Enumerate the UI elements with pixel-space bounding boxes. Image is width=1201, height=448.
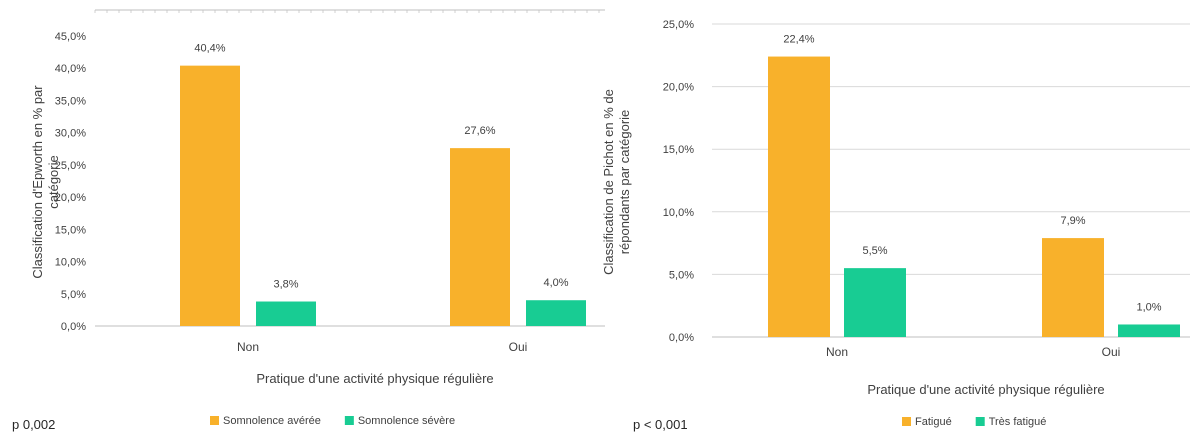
- chart-1-bar: [180, 65, 240, 327]
- chart-2-bar: [844, 268, 906, 337]
- chart-2-legend-label: Fatigué: [915, 416, 952, 428]
- chart-2-legend-swatch: [902, 417, 911, 426]
- chart-2-data-label: 7,9%: [1060, 215, 1085, 227]
- chart-1-legend-label: Somnolence avérée: [223, 415, 321, 427]
- chart-1-y-tick-label: 0,0%: [61, 321, 86, 333]
- chart-1-y-tick-label: 10,0%: [55, 257, 86, 269]
- chart-2-y-axis-title: Classification de Pichot en % de: [601, 89, 616, 275]
- chart-1-data-label: 3,8%: [273, 279, 298, 291]
- chart-1-y-tick-label: 5,0%: [61, 289, 86, 301]
- chart-2-y-tick-label: 10,0%: [663, 207, 694, 219]
- chart-2-y-tick-label: 20,0%: [663, 82, 694, 94]
- chart-2-y-axis-title: répondants par catégorie: [617, 110, 632, 255]
- chart-1-y-tick-label: 30,0%: [55, 128, 86, 140]
- chart-2-category-label: Oui: [1102, 345, 1121, 359]
- chart-2-bar: [768, 56, 830, 337]
- chart-1-legend-swatch: [210, 416, 219, 425]
- chart-2-legend-swatch: [975, 417, 985, 426]
- chart-1-y-tick-label: 25,0%: [55, 160, 86, 172]
- chart-1-bar: [450, 148, 510, 326]
- chart-1-y-tick-label: 45,0%: [55, 31, 86, 43]
- chart-1-data-label: 4,0%: [543, 277, 568, 289]
- chart-2-x-axis-title: Pratique d'une activité physique réguliè…: [867, 382, 1104, 397]
- chart-1-bar: [256, 301, 316, 326]
- chart-2-y-tick-label: 5,0%: [669, 269, 694, 281]
- chart-1-x-axis-title: Pratique d'une activité physique réguliè…: [256, 371, 493, 386]
- chart-1-y-axis-title: Classification d'Epworth en % par: [30, 85, 45, 279]
- chart-2-category-label: Non: [826, 345, 848, 359]
- chart-1-data-label: 27,6%: [464, 125, 495, 137]
- chart-1-y-tick-label: 35,0%: [55, 95, 86, 107]
- chart-2-data-label: 5,5%: [862, 245, 887, 257]
- chart-2-data-label: 1,0%: [1136, 301, 1161, 313]
- chart-1-y-tick-label: 15,0%: [55, 224, 86, 236]
- chart-1-category-label: Oui: [509, 340, 528, 354]
- chart-1-legend-label: Somnolence sévère: [358, 415, 455, 427]
- chart-1-category-label: Non: [237, 340, 259, 354]
- chart-1-bar: [526, 300, 586, 326]
- chart-1-y-tick-label: 40,0%: [55, 63, 86, 75]
- chart-2-p-value: p < 0,001: [633, 417, 688, 432]
- chart-1-legend-swatch: [344, 416, 354, 425]
- chart-1-y-tick-label: 20,0%: [55, 192, 86, 204]
- chart-1-y-axis-title: catégorie: [46, 155, 61, 208]
- chart-1-data-label: 40,4%: [194, 43, 225, 55]
- chart-2-data-label: 22,4%: [783, 34, 814, 46]
- chart-2-legend-label: Très fatigué: [989, 416, 1047, 428]
- chart-2-bar: [1042, 238, 1104, 337]
- chart-2-bar: [1118, 324, 1180, 337]
- chart-2-y-tick-label: 25,0%: [663, 19, 694, 31]
- chart-1-p-value: p 0,002: [12, 417, 55, 432]
- chart-2-y-tick-label: 0,0%: [669, 332, 694, 344]
- chart-2-y-tick-label: 15,0%: [663, 144, 694, 156]
